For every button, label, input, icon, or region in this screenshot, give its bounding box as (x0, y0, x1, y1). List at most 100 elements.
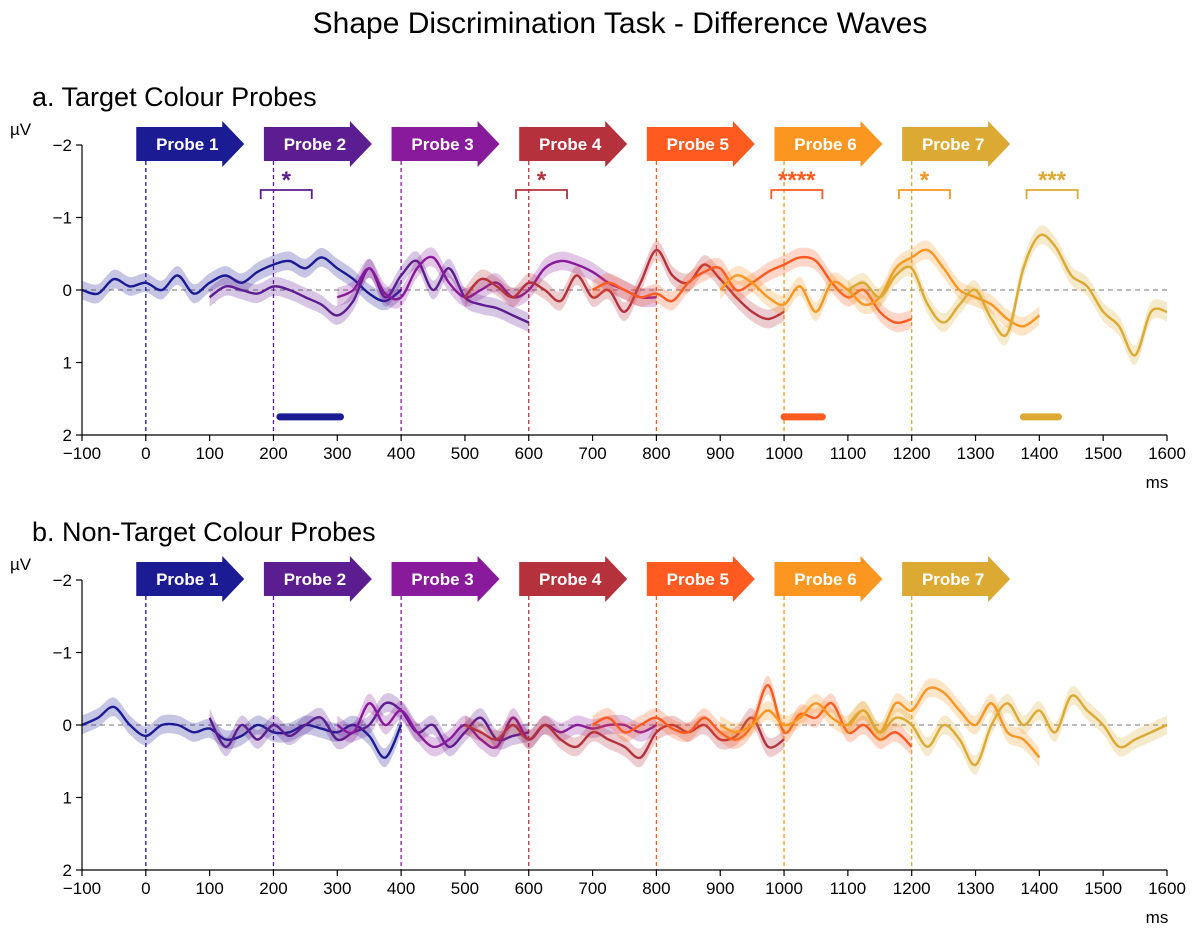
probe-arrow-7 (902, 121, 1011, 167)
x-tick-label: 1500 (1084, 444, 1122, 463)
probe-arrow-label: Probe 4 (539, 570, 602, 589)
error-band-5 (592, 247, 912, 333)
x-tick-label: 1200 (893, 444, 931, 463)
x-tick-label: 800 (642, 444, 670, 463)
y-tick-label: −2 (53, 571, 72, 590)
x-tick-label: −100 (63, 879, 101, 898)
y-tick-label: 1 (63, 789, 72, 808)
y-tick-label: 2 (63, 861, 72, 880)
probe-arrow-1 (136, 121, 245, 167)
probe-arrow-label: Probe 3 (411, 135, 473, 154)
probe-arrow-label: Probe 1 (156, 570, 218, 589)
probe-arrow-4 (519, 121, 628, 167)
x-tick-label: 500 (451, 444, 479, 463)
y-tick-label: 1 (63, 354, 72, 373)
x-tick-label: 700 (578, 444, 606, 463)
x-tick-label: 1500 (1084, 879, 1122, 898)
panel-label: a. Target Colour Probes (32, 82, 317, 112)
error-band-3 (337, 247, 657, 309)
panel-label: b. Non-Target Colour Probes (32, 517, 376, 547)
significance-bracket (898, 189, 951, 199)
series-line-3 (336, 702, 657, 749)
x-tick-label: 100 (195, 444, 223, 463)
probe-arrow-label: Probe 5 (667, 135, 729, 154)
x-tick-label: 0 (141, 879, 150, 898)
probe-arrow-6 (774, 121, 883, 167)
x-tick-label: 1600 (1148, 879, 1186, 898)
x-tick-label: −100 (63, 444, 101, 463)
probe-arrow-label: Probe 7 (922, 570, 984, 589)
probe-arrow-6 (774, 556, 883, 602)
x-tick-label: 600 (515, 879, 543, 898)
y-tick-label: −2 (53, 136, 72, 155)
series-line-7 (847, 694, 1168, 767)
y-axis-unit: µV (10, 120, 32, 139)
probe-arrow-3 (391, 556, 500, 602)
x-tick-label: 200 (259, 879, 287, 898)
probe-arrow-7 (902, 556, 1011, 602)
x-tick-label: 600 (515, 444, 543, 463)
probe-arrow-label: Probe 5 (667, 570, 729, 589)
x-tick-label: 500 (451, 879, 479, 898)
y-tick-label: 2 (63, 426, 72, 445)
error-band-1 (82, 247, 402, 311)
x-tick-label: 1400 (1020, 444, 1058, 463)
x-axis-unit: ms (1146, 473, 1169, 492)
error-band-7 (847, 685, 1167, 775)
y-tick-label: −1 (53, 209, 72, 228)
series-line-4 (463, 248, 785, 321)
x-tick-label: 0 (141, 444, 150, 463)
x-tick-label: 1100 (830, 879, 867, 898)
significance-stars: **** (778, 167, 816, 194)
error-band-5 (592, 675, 912, 757)
error-band-4 (464, 240, 785, 329)
y-tick-label: 0 (63, 716, 72, 735)
probe-arrow-label: Probe 3 (411, 570, 473, 589)
error-band-3 (337, 693, 657, 758)
y-tick-label: 0 (63, 281, 72, 300)
x-tick-label: 1000 (765, 879, 803, 898)
probe-arrow-5 (646, 121, 755, 167)
x-axis-unit: ms (1146, 908, 1169, 927)
probe-arrow-label: Probe 2 (284, 570, 346, 589)
series-line-2 (208, 701, 530, 749)
y-axis-unit: µV (10, 555, 32, 574)
x-tick-label: 1300 (957, 444, 995, 463)
error-band-1 (82, 697, 402, 768)
y-tick-label: −1 (53, 644, 72, 663)
significance-bracket (515, 189, 568, 199)
x-tick-label: 1000 (765, 444, 803, 463)
series-line-1 (81, 256, 402, 303)
probe-arrow-5 (646, 556, 755, 602)
series-line-7 (847, 233, 1168, 357)
probe-arrow-3 (391, 121, 500, 167)
error-band-6 (720, 678, 1040, 767)
probe-arrow-label: Probe 6 (794, 135, 856, 154)
x-tick-label: 900 (706, 444, 734, 463)
x-tick-label: 300 (323, 879, 351, 898)
significance-stars: * (920, 167, 930, 194)
error-band-2 (209, 251, 529, 333)
x-tick-label: 700 (578, 879, 606, 898)
x-tick-label: 400 (387, 444, 415, 463)
x-tick-label: 400 (387, 879, 415, 898)
error-band-6 (720, 240, 1040, 336)
significance-bracket (1025, 189, 1079, 199)
significance-bracket (770, 189, 824, 199)
significance-stars: * (537, 167, 547, 194)
probe-arrow-label: Probe 1 (156, 135, 218, 154)
x-tick-label: 1600 (1148, 444, 1186, 463)
probe-arrow-label: Probe 2 (284, 135, 346, 154)
probe-arrow-2 (263, 556, 372, 602)
probe-arrow-4 (519, 556, 628, 602)
error-band-7 (847, 225, 1167, 365)
error-band-4 (464, 708, 785, 768)
probe-arrow-label: Probe 4 (539, 135, 602, 154)
series-line-1 (81, 705, 403, 759)
probe-arrow-label: Probe 7 (922, 135, 984, 154)
x-tick-label: 100 (195, 879, 223, 898)
